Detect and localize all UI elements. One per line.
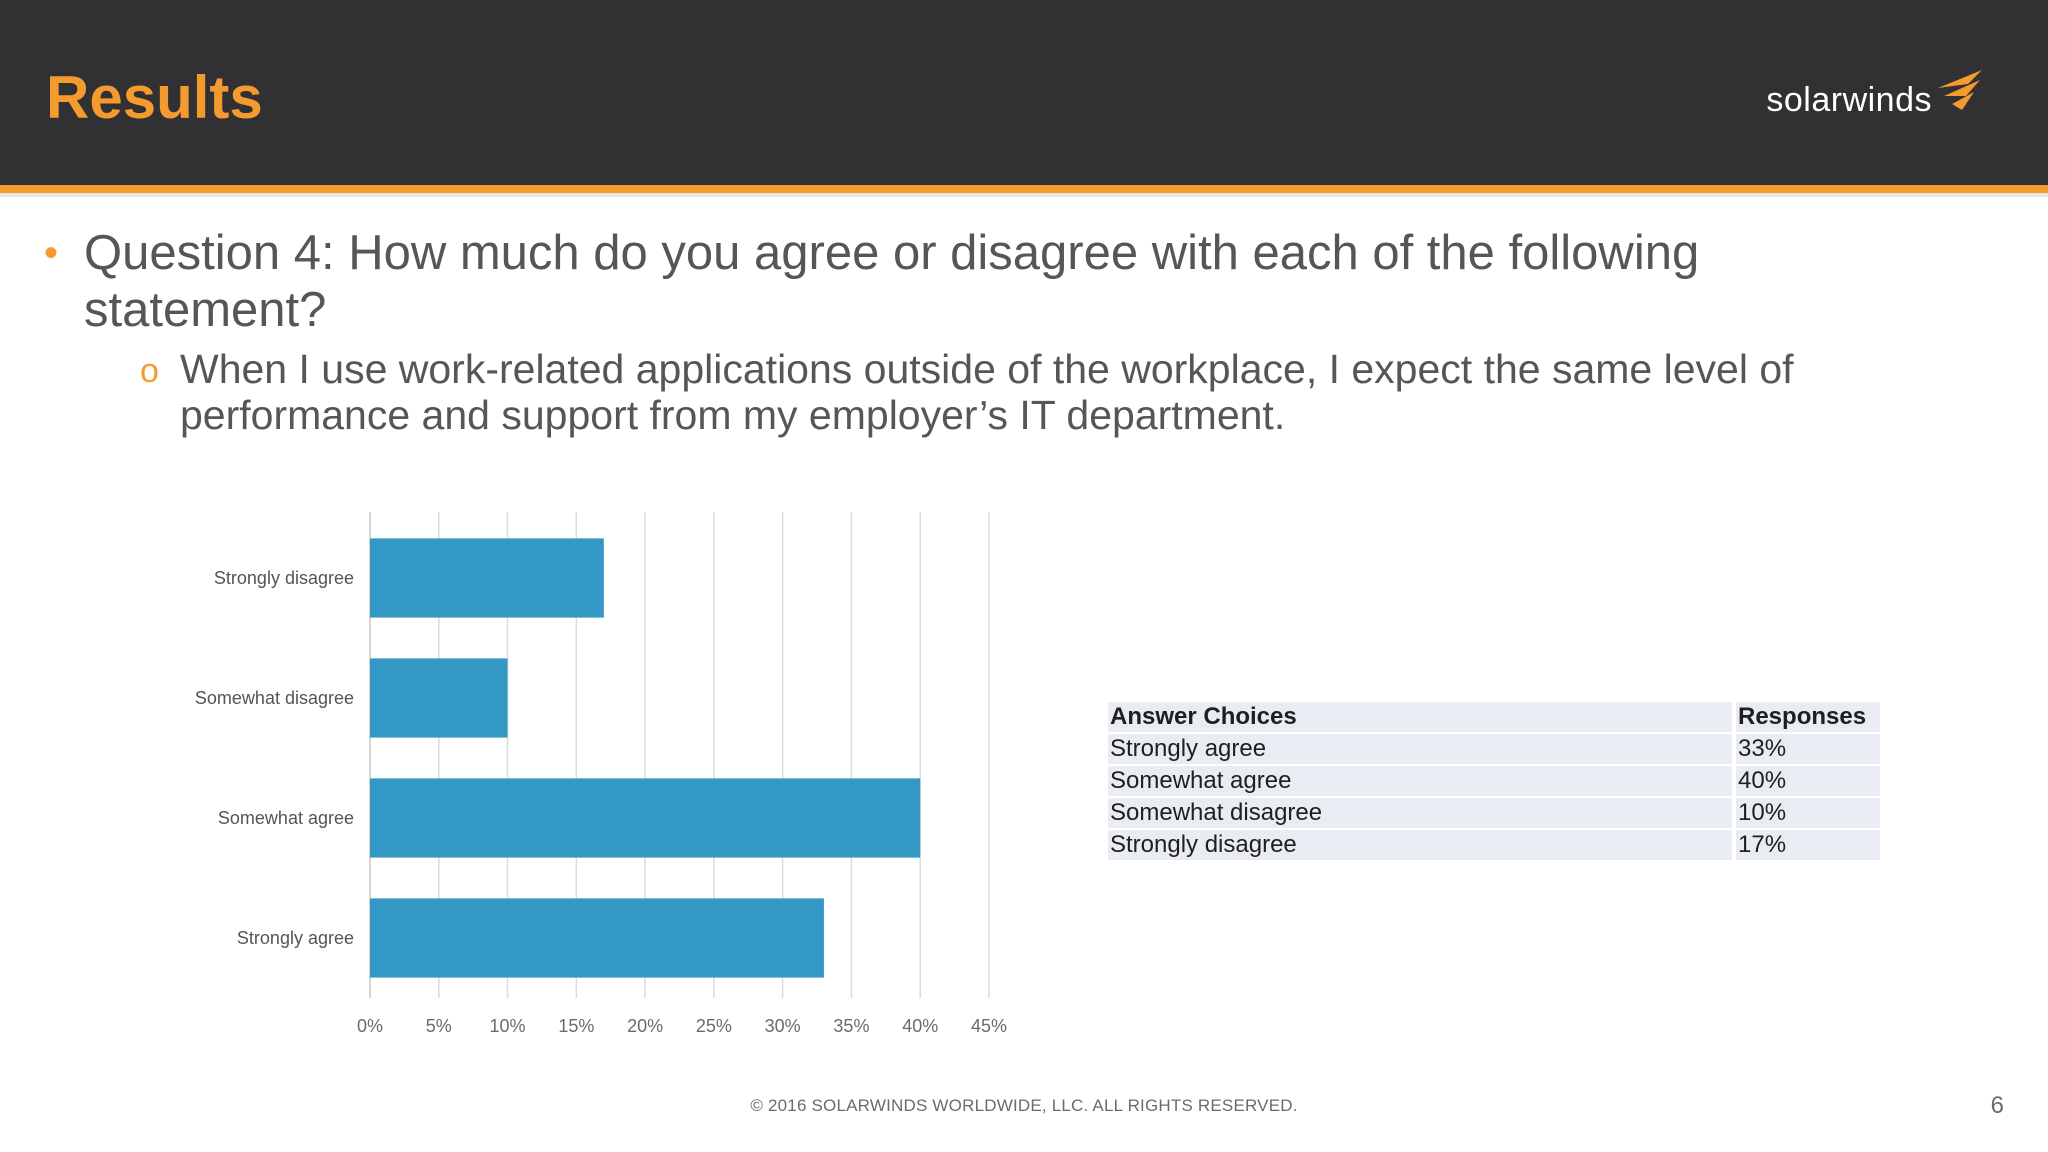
table-cell-answer: Somewhat disagree [1108,798,1732,828]
category-label: Somewhat agree [218,808,354,828]
bar [370,898,824,978]
x-tick-label: 30% [765,1016,801,1036]
x-tick-label: 15% [558,1016,594,1036]
answer-choices-table: Answer Choices Responses Strongly agree … [1108,700,1880,862]
bar [370,658,508,738]
slide-header [0,0,2048,185]
table-row: Strongly agree 33% [1108,734,1880,764]
question-bullet: • Question 4: How much do you agree or d… [44,225,1864,339]
slide-title: Results [46,64,263,131]
solarwinds-logo: solarwinds [1766,58,1986,128]
table-row: Somewhat disagree 10% [1108,798,1880,828]
table-cell-answer: Strongly agree [1108,734,1732,764]
x-tick-label: 10% [490,1016,526,1036]
bullet-circle-icon: o [140,352,159,390]
category-label: Strongly disagree [214,568,354,588]
response-bar-chart: 0% 5% 10% 15% 20% 25% 30% 35% 40% 45% Strongly dis… [195,512,1007,1036]
category-label: Somewhat disagree [195,688,354,708]
page-number: 6 [1990,1092,2004,1119]
table-header-answer-choices: Answer Choices [1108,702,1732,732]
statement-text: When I use work-related applications out… [180,346,1794,438]
table-header-responses: Responses [1736,702,1880,732]
logo-flame-icon [1938,70,1982,110]
x-tick-label: 40% [902,1016,938,1036]
bullet-dot-icon: • [44,231,59,275]
bar [370,538,604,618]
table-row: Somewhat agree 40% [1108,766,1880,796]
table-cell-answer: Somewhat agree [1108,766,1732,796]
table-cell-response: 17% [1736,830,1880,860]
category-label: Strongly agree [237,928,354,948]
table-row: Strongly disagree 17% [1108,830,1880,860]
x-tick-label: 35% [833,1016,869,1036]
header-accent-stripe [0,185,2048,193]
x-tick-label: 20% [627,1016,663,1036]
x-tick-label: 5% [426,1016,452,1036]
x-tick-label: 25% [696,1016,732,1036]
header-shadow [0,193,2048,197]
copyright-footer: © 2016 SOLARWINDS WORLDWIDE, LLC. ALL RI… [750,1096,1298,1115]
bar [370,778,921,858]
x-tick-label: 0% [357,1016,383,1036]
question-text: Question 4: How much do you agree or dis… [84,226,1700,337]
statement-bullet: o When I use work-related applications o… [140,346,1920,438]
table-cell-response: 33% [1736,734,1880,764]
table-cell-response: 10% [1736,798,1880,828]
logo-text: solarwinds [1766,81,1932,119]
table-cell-answer: Strongly disagree [1108,830,1732,860]
table-cell-response: 40% [1736,766,1880,796]
table-header-row: Answer Choices Responses [1108,702,1880,732]
x-tick-label: 45% [971,1016,1007,1036]
